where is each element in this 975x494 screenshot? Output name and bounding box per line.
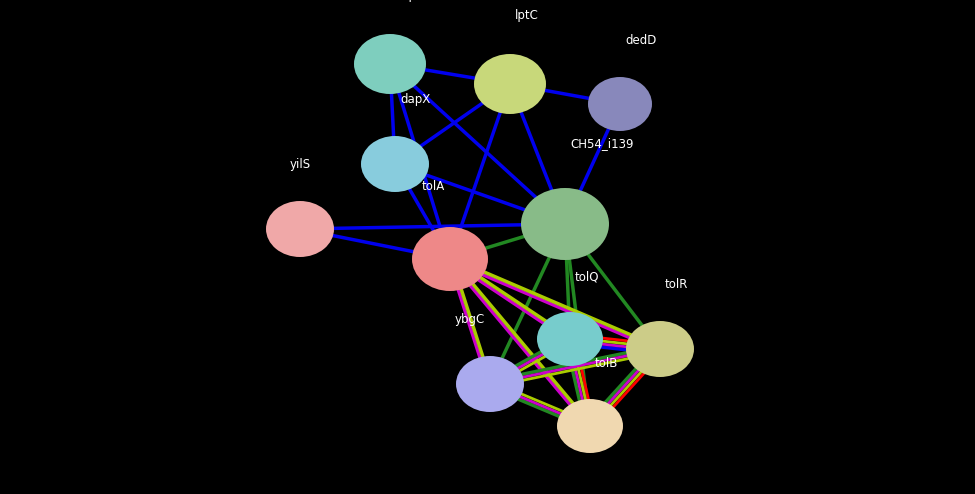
Text: zapC: zapC <box>395 0 424 2</box>
Ellipse shape <box>537 312 603 366</box>
Ellipse shape <box>266 201 334 257</box>
Text: tolQ: tolQ <box>575 270 600 283</box>
Ellipse shape <box>474 54 546 114</box>
Ellipse shape <box>557 399 623 453</box>
Ellipse shape <box>354 34 426 94</box>
Text: tolR: tolR <box>665 278 688 291</box>
Text: lptC: lptC <box>515 9 539 22</box>
Text: dedD: dedD <box>625 34 656 47</box>
Ellipse shape <box>626 321 694 377</box>
Ellipse shape <box>412 227 488 291</box>
Ellipse shape <box>456 356 524 412</box>
Text: yilS: yilS <box>290 158 311 171</box>
Ellipse shape <box>361 136 429 192</box>
Ellipse shape <box>588 77 652 131</box>
Ellipse shape <box>521 188 609 260</box>
Text: dapX: dapX <box>400 93 430 106</box>
Text: tolA: tolA <box>422 180 445 193</box>
Text: tolB: tolB <box>595 357 618 370</box>
Text: ybgC: ybgC <box>454 313 485 326</box>
Text: CH54_i139: CH54_i139 <box>570 137 634 150</box>
